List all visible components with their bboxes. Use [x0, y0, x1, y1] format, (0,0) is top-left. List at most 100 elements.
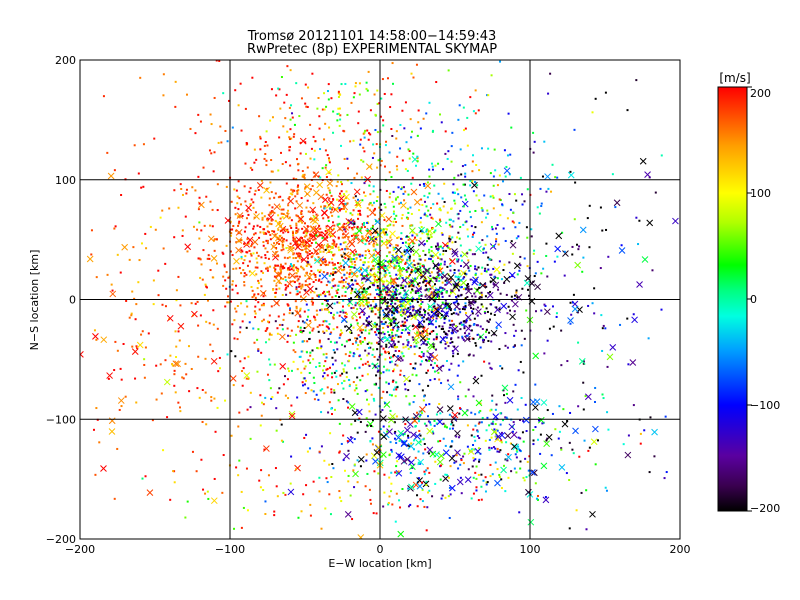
- data-point: [323, 365, 326, 368]
- data-point: [273, 510, 276, 513]
- data-point: [304, 141, 307, 144]
- data-point: [281, 267, 284, 270]
- data-point: [287, 197, 290, 200]
- data-point: [420, 273, 423, 276]
- data-point: [593, 312, 596, 315]
- data-point: [312, 480, 315, 483]
- data-point-x: [106, 372, 113, 379]
- data-point: [205, 320, 208, 323]
- data-point: [349, 436, 352, 439]
- data-point: [401, 267, 404, 270]
- data-point: [342, 233, 345, 236]
- data-point-x: [641, 256, 649, 263]
- data-point: [407, 487, 410, 490]
- data-point: [504, 401, 507, 404]
- data-point: [327, 246, 330, 249]
- data-point: [236, 338, 239, 341]
- data-point: [423, 320, 426, 323]
- data-point: [464, 302, 467, 305]
- data-point: [551, 163, 554, 166]
- data-point: [328, 274, 331, 277]
- data-point: [452, 183, 455, 186]
- data-point: [443, 288, 446, 291]
- data-point: [420, 325, 423, 328]
- data-point: [361, 310, 364, 313]
- data-point: [313, 215, 316, 218]
- data-point: [321, 167, 324, 170]
- data-point: [351, 226, 354, 229]
- data-point: [361, 272, 364, 275]
- data-point: [383, 297, 386, 300]
- data-point-x: [467, 448, 475, 455]
- data-point: [320, 234, 323, 237]
- data-point: [447, 330, 450, 333]
- data-point: [519, 176, 522, 179]
- data-point: [132, 246, 135, 249]
- data-point: [406, 339, 409, 342]
- data-point: [332, 273, 335, 276]
- data-point: [474, 265, 477, 268]
- data-point-x: [465, 314, 472, 321]
- data-point: [273, 196, 276, 199]
- data-point: [360, 342, 363, 345]
- data-point-x: [191, 310, 198, 318]
- data-point: [116, 447, 119, 450]
- data-point: [389, 361, 392, 364]
- data-point: [351, 258, 354, 261]
- data-point-x: [508, 423, 516, 431]
- data-point: [496, 450, 499, 453]
- data-point: [437, 440, 440, 443]
- data-point: [289, 128, 292, 131]
- data-point: [456, 188, 459, 191]
- data-point: [245, 243, 248, 246]
- data-point: [259, 486, 262, 489]
- data-point: [401, 224, 404, 227]
- data-point: [339, 310, 342, 313]
- data-point: [536, 206, 539, 209]
- data-point: [375, 274, 378, 277]
- data-point-x: [382, 284, 390, 291]
- data-point: [197, 208, 200, 211]
- data-point: [392, 190, 395, 193]
- data-point: [354, 279, 357, 282]
- data-point: [245, 217, 248, 220]
- data-point-x: [347, 219, 355, 226]
- data-point: [366, 360, 369, 363]
- data-point: [296, 269, 299, 272]
- data-point: [435, 413, 438, 416]
- data-point-x: [431, 354, 439, 361]
- data-point: [524, 457, 527, 460]
- data-point: [392, 370, 395, 373]
- data-point: [263, 157, 266, 160]
- data-point: [256, 266, 259, 269]
- data-point: [397, 262, 400, 265]
- data-point: [349, 252, 352, 255]
- data-point: [306, 262, 309, 265]
- data-point-x: [651, 428, 658, 436]
- data-point: [428, 281, 431, 284]
- data-point: [336, 291, 339, 294]
- data-point-x: [503, 275, 511, 283]
- data-point: [257, 349, 260, 352]
- data-point: [295, 307, 298, 310]
- data-point: [279, 263, 282, 266]
- data-point: [432, 254, 435, 257]
- data-point: [474, 295, 477, 298]
- data-point: [284, 288, 287, 291]
- data-point: [410, 250, 413, 253]
- data-point: [282, 440, 285, 443]
- data-point: [368, 132, 371, 135]
- data-point: [424, 338, 427, 341]
- data-point: [295, 293, 298, 296]
- data-point: [363, 313, 366, 316]
- data-point: [348, 338, 351, 341]
- data-point: [496, 277, 499, 280]
- data-point: [388, 224, 391, 227]
- data-point: [380, 353, 383, 356]
- data-point: [406, 344, 409, 347]
- data-point: [405, 235, 408, 238]
- data-point: [288, 256, 291, 259]
- data-point: [197, 113, 200, 116]
- data-point: [557, 437, 560, 440]
- data-point: [439, 478, 442, 481]
